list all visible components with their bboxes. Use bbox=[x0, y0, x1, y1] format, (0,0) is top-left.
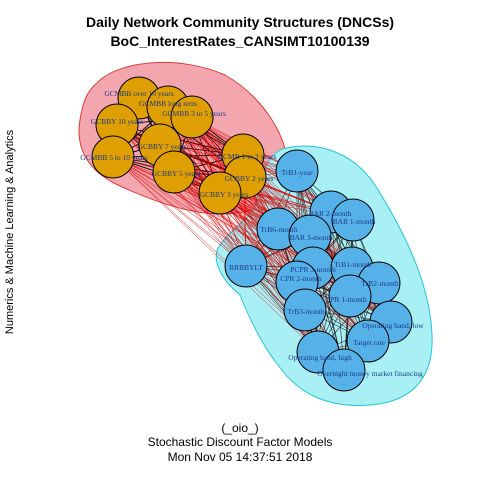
node-label-blue: Operating band, high bbox=[288, 353, 352, 362]
node-blue bbox=[346, 319, 390, 363]
node-blue bbox=[331, 198, 375, 242]
node-blue bbox=[275, 149, 319, 193]
node-label-orange: GCBBY 10 years bbox=[91, 117, 144, 126]
node-blue bbox=[322, 348, 366, 392]
node-orange bbox=[170, 95, 214, 139]
node-label-orange: GCBBY 7 years bbox=[138, 142, 187, 151]
node-label-blue: Overnight money market financing bbox=[317, 369, 423, 378]
node-label-orange: GCMBB over 10 years bbox=[104, 89, 173, 98]
node-blue bbox=[224, 244, 268, 288]
edge-inter bbox=[173, 171, 298, 283]
edge-inter bbox=[112, 156, 247, 267]
footer-line2: Stochastic Discount Factor Models bbox=[148, 435, 333, 449]
node-label-blue: TrB1-year bbox=[282, 168, 313, 177]
footer-line3: Mon Nov 05 14:37:51 2018 bbox=[168, 450, 313, 464]
node-orange bbox=[152, 150, 196, 194]
node-label-blue: Target rate bbox=[353, 338, 386, 347]
node-orange bbox=[91, 135, 135, 179]
node-label-blue: TrB1-month bbox=[334, 260, 371, 269]
node-label-orange: GCMBB long term bbox=[139, 99, 197, 108]
plot-title-line1: Daily Network Community Structures (DNCS… bbox=[86, 14, 394, 30]
node-blue bbox=[328, 274, 372, 318]
node-label-orange: GCBBY 3 years bbox=[200, 190, 249, 199]
plot-title-line2: BoC_InterestRates_CANSIMT10100139 bbox=[110, 33, 369, 49]
node-label-orange: GCMBB 3 to 5 years bbox=[162, 109, 226, 118]
node-orange bbox=[198, 171, 242, 215]
node-label-blue: RRBBYLT bbox=[229, 263, 263, 272]
node-label-blue: TrB3-month bbox=[287, 307, 324, 316]
node-label-blue: Operating band, low bbox=[362, 321, 424, 330]
node-label-orange: GCMBB 5 to 10 years bbox=[80, 153, 148, 162]
node-label-blue: TrB6-month bbox=[260, 225, 297, 234]
node-label-blue: TrB2-month bbox=[361, 279, 398, 288]
node-label-blue: BAR 2-month bbox=[309, 209, 352, 218]
y-axis-label: Numerics & Machine Learning & Analytics bbox=[4, 129, 16, 334]
node-label-blue: BAR 1-month bbox=[333, 217, 376, 226]
node-label-blue: CPR 1-month bbox=[325, 295, 367, 304]
edge-inter bbox=[112, 156, 319, 353]
node-label-blue: CPR 2-month bbox=[280, 274, 322, 283]
node-label-orange: GCBBY 2 years bbox=[225, 174, 274, 183]
edge-inter bbox=[112, 156, 306, 311]
node-label-orange: GCMB 1 to 3 years bbox=[218, 152, 277, 161]
node-blue bbox=[283, 288, 327, 332]
footer-line1: (_oio_) bbox=[221, 421, 258, 435]
node-label-orange: GCBBY 5 years bbox=[152, 169, 201, 178]
node-label-blue: PCPR 3-month bbox=[290, 265, 336, 274]
node-label-blue: BAR 3-month bbox=[290, 233, 333, 242]
